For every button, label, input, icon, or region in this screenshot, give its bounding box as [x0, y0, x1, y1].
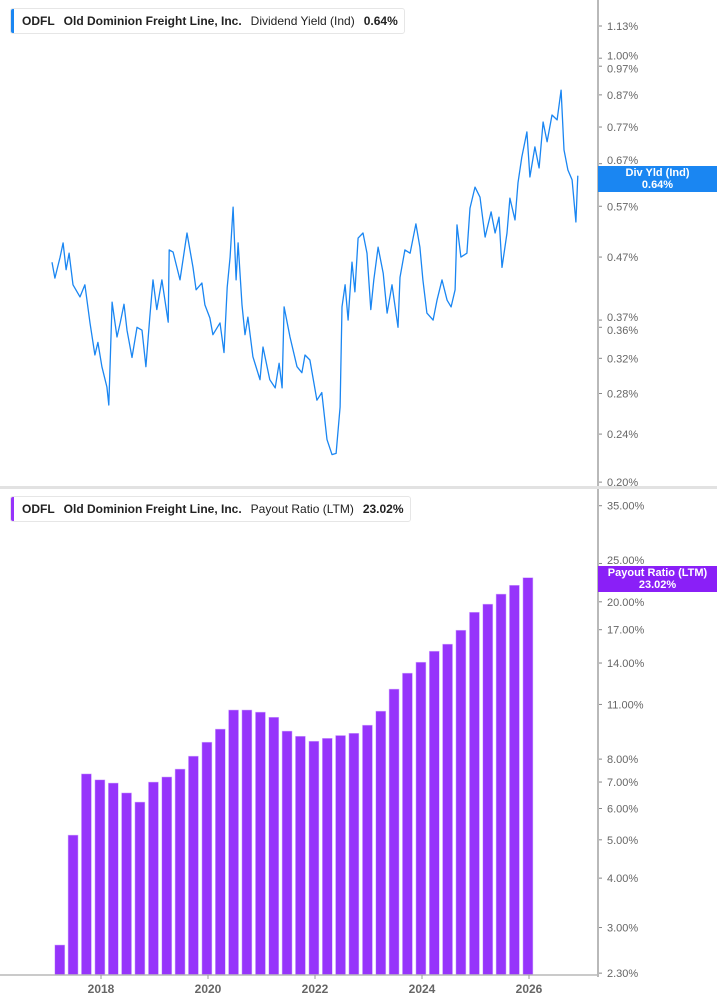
payout-bar	[108, 782, 119, 976]
payout-bar	[281, 730, 293, 976]
payout-bar	[148, 781, 159, 976]
payout-bar	[402, 672, 413, 976]
payout-y-axis: 35.00% 25.00% 20.00% 17.00% 14.00% 11.00% 8.00…	[599, 501, 645, 980]
y-tick-label: 1.13%	[607, 21, 638, 33]
y-tick-label: 0.28%	[607, 388, 638, 400]
y-tick-label: 0.77%	[607, 122, 638, 134]
yield-y-axis: 1.13% 1.00%0.97% 0.87% 0.77% 0.67% 0.57% 0.47%…	[599, 21, 638, 489]
payout-bar	[54, 944, 66, 976]
y-tick-label: 0.67%	[607, 155, 638, 167]
legend-company: Old Dominion Freight Line, Inc.	[63, 14, 242, 28]
payout-bar	[201, 741, 213, 976]
legend-value: 0.64%	[363, 14, 398, 28]
payout-bar	[188, 755, 199, 976]
payout-legend-color	[11, 497, 14, 521]
legend-ticker: ODFL	[22, 502, 55, 516]
payout-bar	[375, 710, 387, 976]
payout-bars-series	[54, 577, 534, 976]
payout-bar	[482, 603, 494, 976]
payout-bar	[121, 792, 132, 976]
x-tick-label: 2026	[516, 982, 543, 996]
dividend-yield-line	[51, 89, 579, 456]
payout-bar	[174, 768, 186, 976]
payout-bar	[241, 709, 253, 976]
tag-label: Div Yld (Ind)	[625, 167, 690, 179]
x-tick-label: 2022	[302, 982, 329, 996]
y-tick-label: 0.47%	[607, 252, 638, 264]
x-axis: 2018 2020 2022 2024 2026	[0, 974, 599, 996]
payout-bar	[322, 738, 333, 976]
payout-bar	[495, 593, 507, 976]
payout-bar	[362, 724, 373, 976]
y-tick-label: 25.00%	[607, 555, 645, 567]
legend-ticker: ODFL	[22, 14, 55, 28]
yield-last-value-tag: Div Yld (Ind) 0.64%	[598, 166, 717, 192]
payout-bar	[295, 735, 306, 976]
legend-company: Old Dominion Freight Line, Inc.	[63, 502, 242, 516]
yield-line-series	[51, 89, 579, 456]
tag-value: 0.64%	[641, 179, 674, 191]
payout-bar	[429, 650, 440, 976]
y-tick-label: 17.00%	[607, 625, 645, 637]
payout-bar	[415, 661, 427, 976]
payout-last-value-tag: Payout Ratio (LTM) 23.02%	[598, 566, 717, 592]
payout-bar	[67, 834, 79, 976]
payout-bar	[161, 776, 173, 976]
y-tick-label: 0.97%	[607, 64, 638, 76]
payout-bar	[348, 733, 360, 976]
payout-bar	[388, 688, 400, 976]
yield-axis-line	[597, 0, 599, 486]
y-tick-label: 4.00%	[607, 873, 638, 885]
tag-label: Payout Ratio (LTM)	[607, 567, 708, 579]
y-tick-label: 2.30%	[607, 968, 638, 980]
legend-metric: Dividend Yield (Ind)	[250, 14, 355, 28]
payout-bar	[81, 773, 92, 976]
payout-bar	[268, 716, 280, 976]
y-tick-label: 35.00%	[607, 501, 645, 513]
y-tick-label: 1.00%	[607, 51, 638, 63]
payout-legend[interactable]: ODFL Old Dominion Freight Line, Inc. Pay…	[10, 496, 411, 522]
y-tick-label: 0.36%	[607, 325, 638, 337]
payout-bar	[215, 728, 226, 976]
y-tick-label: 5.00%	[607, 835, 638, 847]
legend-value: 23.02%	[362, 502, 404, 516]
payout-bar	[455, 629, 467, 976]
panel-divider[interactable]	[0, 486, 717, 489]
payout-bar	[134, 801, 146, 976]
y-tick-label: 14.00%	[607, 658, 645, 670]
tag-value: 23.02%	[638, 579, 677, 591]
payout-bar	[308, 740, 320, 976]
payout-bar	[228, 709, 239, 976]
payout-bar	[509, 585, 520, 976]
payout-bar	[522, 577, 534, 976]
x-tick-label: 2020	[195, 982, 222, 996]
legend-metric: Payout Ratio (LTM)	[250, 502, 354, 516]
payout-bar	[442, 643, 453, 976]
payout-bar	[469, 611, 480, 976]
payout-bar	[255, 711, 266, 976]
y-tick-label: 8.00%	[607, 754, 638, 766]
y-tick-label: 7.00%	[607, 777, 638, 789]
yield-legend[interactable]: ODFL Old Dominion Freight Line, Inc. Div…	[10, 8, 405, 34]
x-tick-label: 2018	[88, 982, 115, 996]
y-tick-label: 0.57%	[607, 201, 638, 213]
y-tick-label: 0.24%	[607, 429, 638, 441]
y-tick-label: 11.00%	[607, 699, 644, 711]
y-tick-label: 0.87%	[607, 90, 638, 102]
x-tick-label: 2024	[409, 982, 436, 996]
payout-axis-line	[597, 489, 599, 977]
y-tick-label: 20.00%	[607, 597, 645, 609]
yield-legend-color	[11, 9, 14, 33]
y-tick-label: 0.37%	[607, 312, 638, 324]
y-tick-label: 6.00%	[607, 804, 638, 816]
payout-bar	[94, 779, 106, 976]
payout-bar	[335, 735, 346, 976]
y-tick-label: 3.00%	[607, 923, 638, 935]
y-tick-label: 0.32%	[607, 353, 638, 365]
